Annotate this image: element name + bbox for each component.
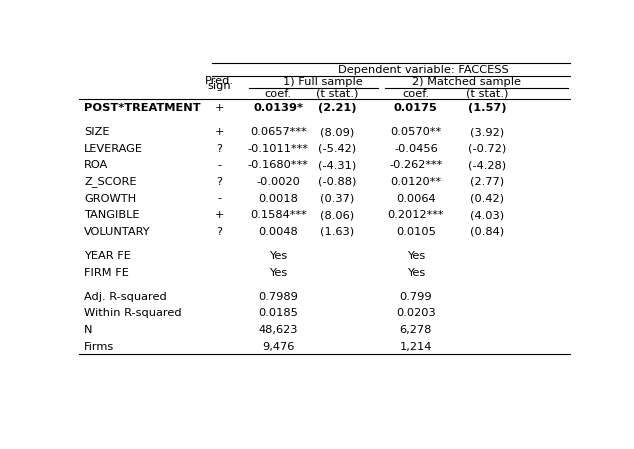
Text: 0.2012***: 0.2012*** <box>387 210 444 220</box>
Text: +: + <box>214 210 224 220</box>
Text: -: - <box>217 160 221 170</box>
Text: 0.0185: 0.0185 <box>258 308 298 318</box>
Text: (-0.88): (-0.88) <box>318 177 356 187</box>
Text: Z_SCORE: Z_SCORE <box>84 176 137 187</box>
Text: Yes: Yes <box>406 251 425 261</box>
Text: 48,623: 48,623 <box>259 325 298 335</box>
Text: -0.0456: -0.0456 <box>394 144 437 154</box>
Text: 0.0064: 0.0064 <box>396 194 436 203</box>
Text: (-4.28): (-4.28) <box>468 160 506 170</box>
Text: (1.63): (1.63) <box>320 227 354 237</box>
Text: Yes: Yes <box>406 268 425 277</box>
Text: SIZE: SIZE <box>84 127 110 137</box>
Text: 0.1584***: 0.1584*** <box>250 210 307 220</box>
Text: FIRM FE: FIRM FE <box>84 268 129 277</box>
Text: 0.0048: 0.0048 <box>259 227 298 237</box>
Text: 1,214: 1,214 <box>399 342 432 352</box>
Text: (t stat.): (t stat.) <box>466 88 508 99</box>
Text: coef.: coef. <box>264 88 292 99</box>
Text: coef.: coef. <box>402 88 429 99</box>
Text: LEVERAGE: LEVERAGE <box>84 144 143 154</box>
Text: 0.0175: 0.0175 <box>394 103 437 113</box>
Text: 9,476: 9,476 <box>262 342 294 352</box>
Text: GROWTH: GROWTH <box>84 194 136 203</box>
Text: ?: ? <box>216 227 223 237</box>
Text: (8.09): (8.09) <box>320 127 354 137</box>
Text: (2.21): (2.21) <box>318 103 356 113</box>
Text: 6,278: 6,278 <box>399 325 432 335</box>
Text: (-0.72): (-0.72) <box>468 144 506 154</box>
Text: VOLUNTARY: VOLUNTARY <box>84 227 151 237</box>
Text: (0.42): (0.42) <box>470 194 504 203</box>
Text: ?: ? <box>216 144 223 154</box>
Text: -0.1680***: -0.1680*** <box>248 160 309 170</box>
Text: Pred.: Pred. <box>205 75 234 85</box>
Text: -0.262***: -0.262*** <box>389 160 443 170</box>
Text: Adj. R-squared: Adj. R-squared <box>84 292 167 302</box>
Text: (t stat.): (t stat.) <box>316 88 358 99</box>
Text: +: + <box>214 103 224 113</box>
Text: 0.7989: 0.7989 <box>258 292 298 302</box>
Text: 0.0570**: 0.0570** <box>391 127 441 137</box>
Text: Firms: Firms <box>84 342 114 352</box>
Text: -: - <box>217 194 221 203</box>
Text: 0.0139*: 0.0139* <box>253 103 303 113</box>
Text: 0.0018: 0.0018 <box>258 194 298 203</box>
Text: N: N <box>84 325 93 335</box>
Text: YEAR FE: YEAR FE <box>84 251 131 261</box>
Text: Yes: Yes <box>269 251 287 261</box>
Text: POST*TREATMENT: POST*TREATMENT <box>84 103 201 113</box>
Text: (0.37): (0.37) <box>320 194 354 203</box>
Text: 0.799: 0.799 <box>399 292 432 302</box>
Text: +: + <box>214 127 224 137</box>
Text: (3.92): (3.92) <box>470 127 504 137</box>
Text: Yes: Yes <box>269 268 287 277</box>
Text: -0.1011***: -0.1011*** <box>248 144 309 154</box>
Text: ROA: ROA <box>84 160 108 170</box>
Text: Dependent variable: FACCESS: Dependent variable: FACCESS <box>338 65 508 75</box>
Text: sign: sign <box>207 81 231 91</box>
Text: 1) Full sample: 1) Full sample <box>283 77 363 87</box>
Text: 0.0120**: 0.0120** <box>391 177 441 187</box>
Text: 0.0105: 0.0105 <box>396 227 436 237</box>
Text: (1.57): (1.57) <box>468 103 507 113</box>
Text: -0.0020: -0.0020 <box>256 177 300 187</box>
Text: (8.06): (8.06) <box>320 210 354 220</box>
Text: 2) Matched sample: 2) Matched sample <box>411 77 521 87</box>
Text: (-4.31): (-4.31) <box>318 160 356 170</box>
Text: Within R-squared: Within R-squared <box>84 308 182 318</box>
Text: 0.0657***: 0.0657*** <box>250 127 307 137</box>
Text: ?: ? <box>216 177 223 187</box>
Text: 0.0203: 0.0203 <box>396 308 436 318</box>
Text: (4.03): (4.03) <box>470 210 504 220</box>
Text: (-5.42): (-5.42) <box>318 144 356 154</box>
Text: TANGIBLE: TANGIBLE <box>84 210 139 220</box>
Text: (0.84): (0.84) <box>470 227 504 237</box>
Text: (2.77): (2.77) <box>470 177 504 187</box>
